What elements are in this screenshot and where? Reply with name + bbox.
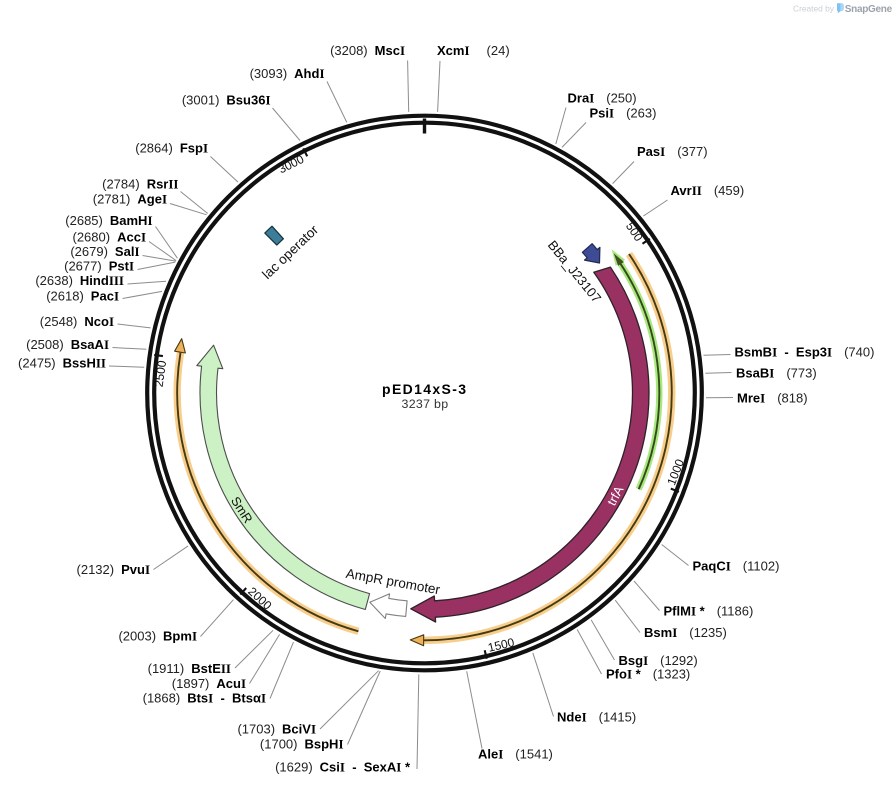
svg-text:NdeI(1415): NdeI (1415): [557, 710, 636, 725]
svg-text:(2475)BssHII: (2475) BssHII: [18, 356, 106, 371]
svg-text:PaqCI(1102): PaqCI (1102): [693, 559, 780, 574]
svg-text:PfoI *(1323): PfoI * (1323): [606, 667, 690, 682]
svg-text:(1629)CsiI - SexAI *: (1629) CsiI - SexAI *: [275, 760, 411, 775]
svg-text:(1897)AcuI: (1897) AcuI: [172, 676, 246, 691]
svg-text:BsmI(1235): BsmI (1235): [644, 625, 727, 640]
svg-text:(2132)PvuI: (2132) PvuI: [77, 562, 150, 577]
svg-text:(2003)BpmI: (2003) BpmI: [118, 629, 197, 644]
svg-text:AleI(1541): AleI (1541): [478, 747, 553, 762]
svg-text:(1700)BspHI: (1700) BspHI: [260, 737, 344, 752]
svg-text:(2784)RsrII: (2784) RsrII: [102, 177, 178, 192]
svg-text:PsiI(263): PsiI (263): [590, 106, 657, 121]
svg-text:(2677)PstI: (2677) PstI: [64, 259, 134, 274]
svg-text:PflMI *(1186): PflMI * (1186): [664, 604, 754, 619]
svg-text:(1911)BstEII: (1911) BstEII: [148, 661, 231, 676]
svg-text:AvrII(459): AvrII (459): [671, 183, 745, 198]
svg-text:(1868)BtsI - BtsαI: (1868) BtsI - BtsαI: [143, 691, 266, 706]
svg-text:(2548)NcoI: (2548) NcoI: [40, 314, 114, 329]
svg-text:DraI(250): DraI (250): [568, 91, 637, 106]
svg-text:MreI(818): MreI (818): [737, 391, 808, 406]
svg-text:BsaBI(773): BsaBI (773): [736, 366, 817, 381]
svg-text:BsgI(1292): BsgI (1292): [619, 653, 698, 668]
svg-text:BsmBI - Esp3I(740): BsmBI - Esp3I (740): [735, 345, 875, 360]
svg-text:(2618)PacI: (2618) PacI: [46, 289, 119, 304]
svg-text:(3208)MscI: (3208) MscI: [330, 43, 405, 58]
svg-text:(2508)BsaAI: (2508) BsaAI: [26, 337, 109, 352]
svg-text:(2679)SalI: (2679) SalI: [70, 244, 139, 259]
svg-text:(2680)AccI: (2680) AccI: [73, 230, 147, 245]
svg-text:(3093)AhdI: (3093) AhdI: [250, 66, 325, 81]
svg-text:3237 bp: 3237 bp: [402, 397, 449, 411]
svg-text:(3001)Bsu36I: (3001) Bsu36I: [182, 93, 271, 108]
svg-text:(2864)FspI: (2864) FspI: [135, 141, 208, 156]
svg-text:pED14xS-3: pED14xS-3: [382, 381, 467, 397]
svg-text:1500: 1500: [486, 635, 516, 655]
svg-text:(2638)HindIII: (2638) HindIII: [35, 273, 124, 288]
svg-text:XcmI(24): XcmI (24): [437, 43, 510, 58]
svg-text:(2685)BamHI: (2685) BamHI: [65, 213, 152, 228]
svg-text:SnapGene: SnapGene: [845, 4, 893, 15]
svg-text:Created by: Created by: [793, 4, 835, 14]
svg-text:(2781)AgeI: (2781) AgeI: [93, 192, 167, 207]
svg-text:(1703)BciVI: (1703) BciVI: [237, 722, 316, 737]
svg-text:PasI(377): PasI (377): [637, 144, 708, 159]
svg-text:2500: 2500: [152, 359, 170, 388]
